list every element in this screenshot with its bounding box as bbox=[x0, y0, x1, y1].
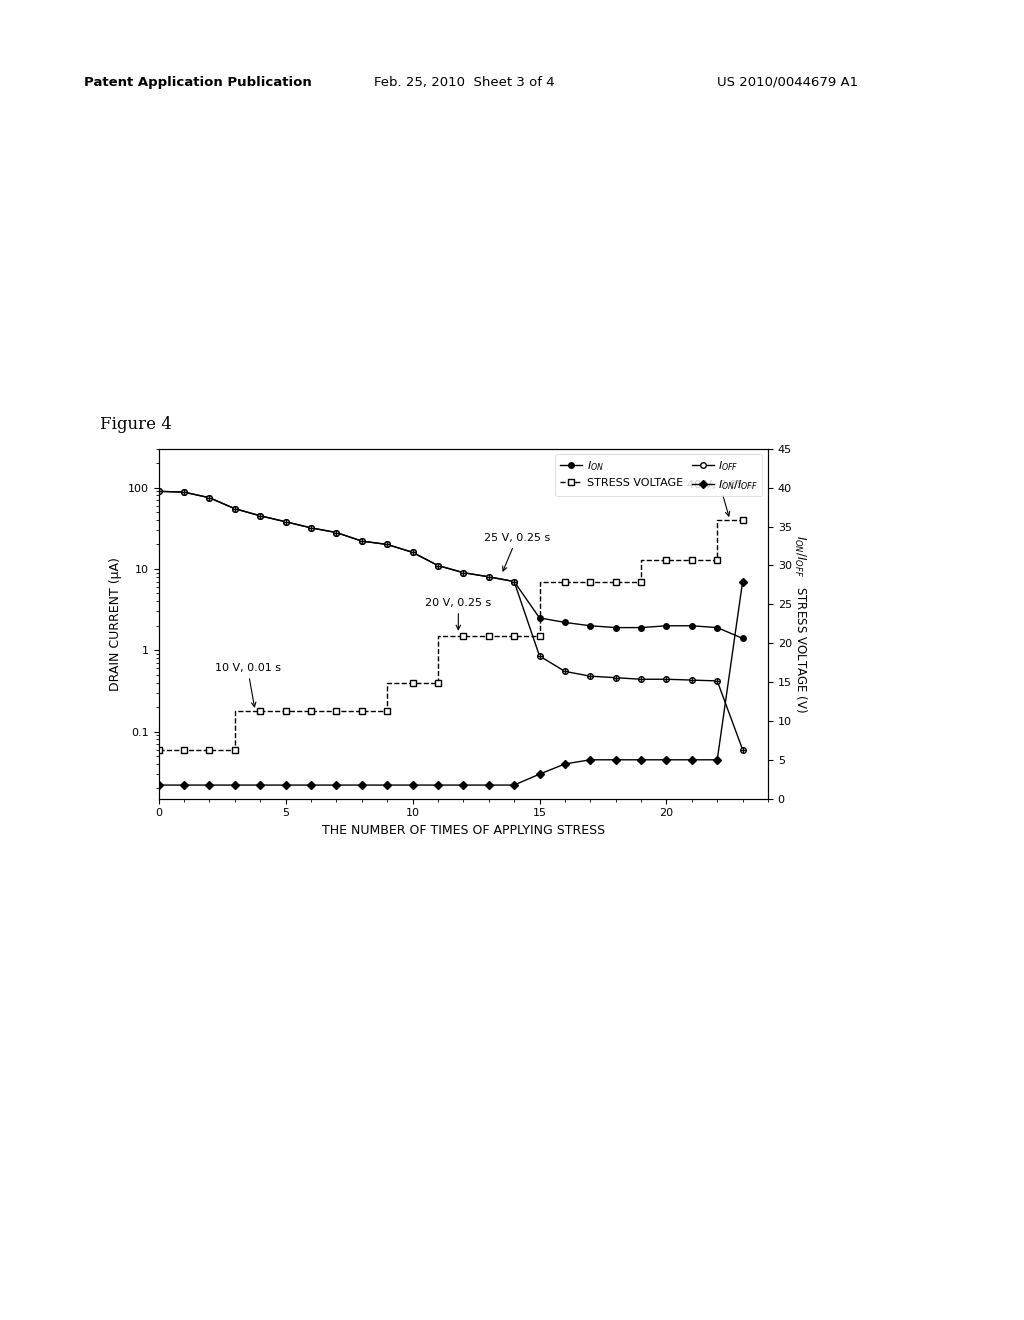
Y-axis label: $I_{ON}/I_{OFF}$   STRESS VOLTAGE (V): $I_{ON}/I_{OFF}$ STRESS VOLTAGE (V) bbox=[793, 535, 809, 713]
Text: Feb. 25, 2010  Sheet 3 of 4: Feb. 25, 2010 Sheet 3 of 4 bbox=[374, 75, 554, 88]
Text: 10 V, 0.01 s: 10 V, 0.01 s bbox=[215, 664, 281, 708]
X-axis label: THE NUMBER OF TIMES OF APPLYING STRESS: THE NUMBER OF TIMES OF APPLYING STRESS bbox=[322, 824, 605, 837]
Text: 20 V, 0.25 s: 20 V, 0.25 s bbox=[425, 598, 492, 630]
Text: 40 V, 0.05 s: 40 V, 0.05 s bbox=[687, 479, 753, 516]
Y-axis label: DRAIN CURRENT (μA): DRAIN CURRENT (μA) bbox=[110, 557, 123, 690]
Text: Patent Application Publication: Patent Application Publication bbox=[84, 75, 311, 88]
Text: 25 V, 0.25 s: 25 V, 0.25 s bbox=[483, 533, 550, 572]
Text: Figure 4: Figure 4 bbox=[100, 416, 172, 433]
Legend: $I_{ON}$, STRESS VOLTAGE, $I_{OFF}$, $I_{ON}/I_{OFF}$: $I_{ON}$, STRESS VOLTAGE, $I_{OFF}$, $I_… bbox=[555, 454, 763, 496]
Text: US 2010/0044679 A1: US 2010/0044679 A1 bbox=[717, 75, 858, 88]
